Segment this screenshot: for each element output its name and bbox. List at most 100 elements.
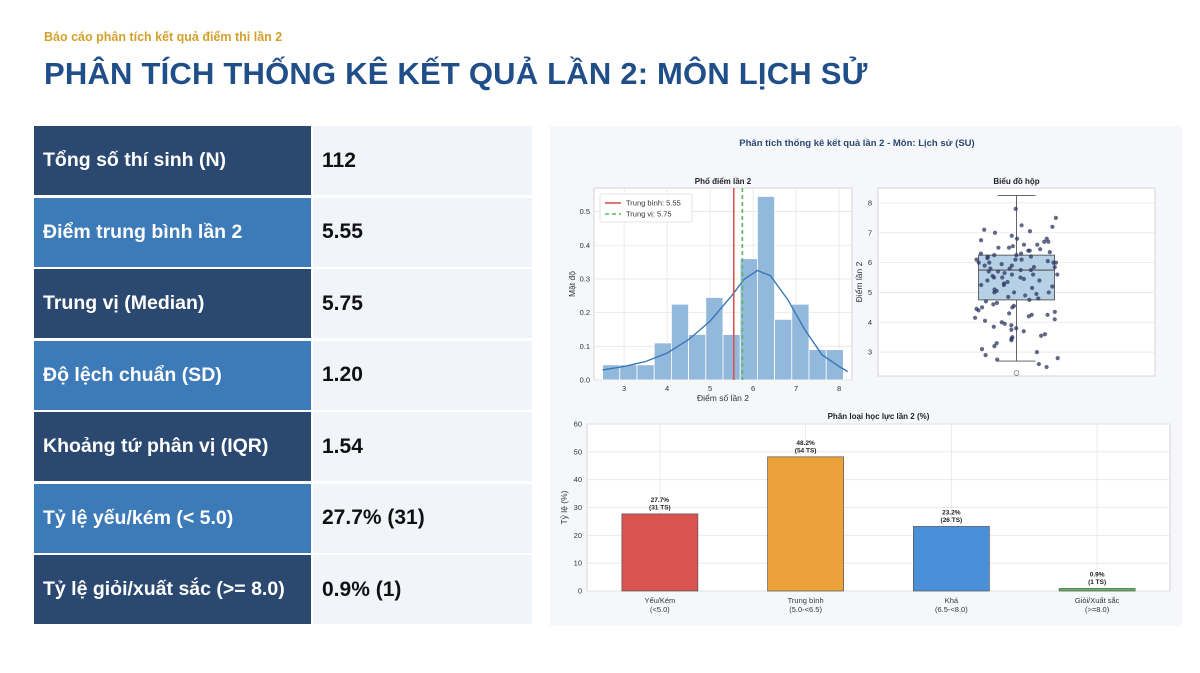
stat-row: Khoảng tứ phân vị (IQR) 1.54 <box>34 412 532 481</box>
box-jitter-point <box>1013 206 1018 211</box>
bar-data-label-pct: 0.9% <box>1090 571 1105 578</box>
page-title: PHÂN TÍCH THỐNG KÊ KẾT QUẢ LẦN 2: MÔN LỊ… <box>44 56 868 91</box>
box-jitter-point <box>1052 309 1057 314</box>
bar-y-label: Tỷ lệ (%) <box>559 490 569 524</box>
box-jitter-point <box>1046 290 1051 295</box>
box-jitter-point <box>1050 224 1055 229</box>
box-jitter-point <box>1034 291 1039 297</box>
stat-row: Điểm trung bình lần 2 5.55 <box>34 197 532 267</box>
hist-bar <box>671 303 690 381</box>
bar-data-label-count: (1 TS) <box>1088 579 1106 586</box>
box-jitter-point <box>1009 263 1014 268</box>
hist-bar <box>808 349 827 381</box>
stat-row: Tổng số thí sinh (N) 112 <box>34 126 532 195</box>
stats-table: Tổng số thí sinh (N) 112 Điểm trung bình… <box>34 126 532 627</box>
stat-label: Khoảng tứ phân vị (IQR) <box>34 412 311 481</box>
box-jitter-point <box>1006 294 1011 300</box>
hist-x-tick-label: 5 <box>708 384 712 393</box>
box-jitter-point <box>992 344 997 349</box>
bar-y-tick-label: 10 <box>574 559 582 568</box>
box-jitter-point <box>1042 239 1047 244</box>
box-jitter-point <box>1009 323 1014 328</box>
box-jitter-point <box>1021 329 1026 334</box>
box-jitter-point <box>999 261 1004 267</box>
box-jitter-point <box>1007 266 1012 271</box>
box-jitter-point <box>994 288 999 294</box>
bar <box>1058 588 1136 592</box>
box-jitter-point <box>1021 242 1027 247</box>
box-jitter-point <box>972 315 978 320</box>
box-jitter-point <box>1011 290 1017 295</box>
stat-row: Tỷ lệ giỏi/xuất sắc (>= 8.0) 0.9% (1) <box>34 555 532 624</box>
box-jitter-point <box>1050 284 1055 289</box>
box-jitter-point <box>1002 321 1007 326</box>
box-jitter-point <box>1045 312 1050 317</box>
bar-category-label: Trung bình <box>788 596 824 605</box>
box-jitter-point <box>1019 257 1024 262</box>
box-jitter-point <box>1028 267 1034 273</box>
box-jitter-point <box>1006 245 1012 250</box>
box-jitter-point <box>983 353 988 358</box>
bar-data-label-pct: 48.2% <box>796 440 815 447</box>
figure-title: Phân tích thống kê kết quả lần 2 - Môn: … <box>739 138 974 149</box>
box-jitter-point <box>1031 264 1036 270</box>
box-jitter-point <box>995 269 1001 274</box>
hist-x-tick-label: 4 <box>665 384 669 393</box>
box-jitter-point <box>979 282 984 288</box>
hist-bar <box>688 334 707 381</box>
box-jitter-point <box>1055 272 1060 277</box>
bar-category-label: Khá <box>945 596 959 605</box>
box-jitter-point <box>978 238 984 243</box>
box-jitter-point <box>1044 364 1049 370</box>
bar-category-range: (<5.0) <box>650 605 670 614</box>
stat-value: 0.9% (1) <box>313 555 532 624</box>
box-jitter-point <box>986 269 991 274</box>
hist-legend-label: Trung bình: 5.55 <box>626 199 681 208</box>
hist-x-tick-label: 3 <box>622 384 626 393</box>
bar-category-range: (5.0-<6.5) <box>789 605 822 614</box>
bar-category-range: (6.5-<8.0) <box>935 605 968 614</box>
box-jitter-point <box>1031 272 1036 277</box>
hist-y-tick-label: 0.4 <box>580 241 590 250</box>
bar-y-tick-label: 30 <box>574 503 582 512</box>
box-jitter-point <box>1013 257 1018 262</box>
box-jitter-point <box>1011 303 1017 308</box>
box-jitter-point <box>1002 270 1007 276</box>
stat-label: Tỷ lệ yếu/kém (< 5.0) <box>34 483 311 553</box>
box-jitter-point <box>1014 326 1019 331</box>
box-jitter-point <box>991 302 996 307</box>
bar-data-label-count: (31 TS) <box>649 504 671 511</box>
box-jitter-point <box>1038 247 1043 252</box>
box-y-label: Điểm lần 2 <box>854 261 864 302</box>
box-jitter-point <box>978 251 984 256</box>
box-jitter-point <box>1009 327 1014 332</box>
hist-y-label: Mật độ <box>567 271 577 297</box>
bar-category-label: Yếu/Kém <box>644 596 675 605</box>
bar-y-tick-label: 60 <box>574 420 582 429</box>
box-title: Biểu đồ hộp <box>993 177 1039 186</box>
box-jitter-point <box>1055 355 1060 361</box>
box-jitter-point <box>1035 242 1040 247</box>
box-y-tick-label: 6 <box>868 258 872 267</box>
box-jitter-point <box>1007 311 1012 316</box>
stat-label: Độ lệch chuẩn (SD) <box>34 340 311 410</box>
hist-bar <box>774 318 793 381</box>
bar-y-tick-label: 20 <box>574 531 582 540</box>
box-jitter-point <box>1036 361 1041 367</box>
bar-category-label: Giỏi/Xuất sắc <box>1075 596 1120 605</box>
hist-y-tick-label: 0.1 <box>580 342 590 351</box>
bar <box>767 456 844 592</box>
box-jitter-point <box>982 263 987 268</box>
box-jitter-point <box>1009 272 1015 277</box>
box-jitter-point <box>985 256 990 261</box>
hist-bar <box>791 303 810 381</box>
bar <box>913 526 990 592</box>
stat-label: Tổng số thí sinh (N) <box>34 126 311 195</box>
hist-bar <box>636 364 655 381</box>
box-jitter-point <box>1014 236 1020 241</box>
box-jitter-point <box>1023 293 1028 298</box>
hist-y-tick-label: 0.2 <box>580 308 590 317</box>
stat-row: Tỷ lệ yếu/kém (< 5.0) 27.7% (31) <box>34 483 532 553</box>
bar-data-label-count: (26 TS) <box>941 517 963 524</box>
bar-data-label-pct: 27.7% <box>651 497 670 504</box>
